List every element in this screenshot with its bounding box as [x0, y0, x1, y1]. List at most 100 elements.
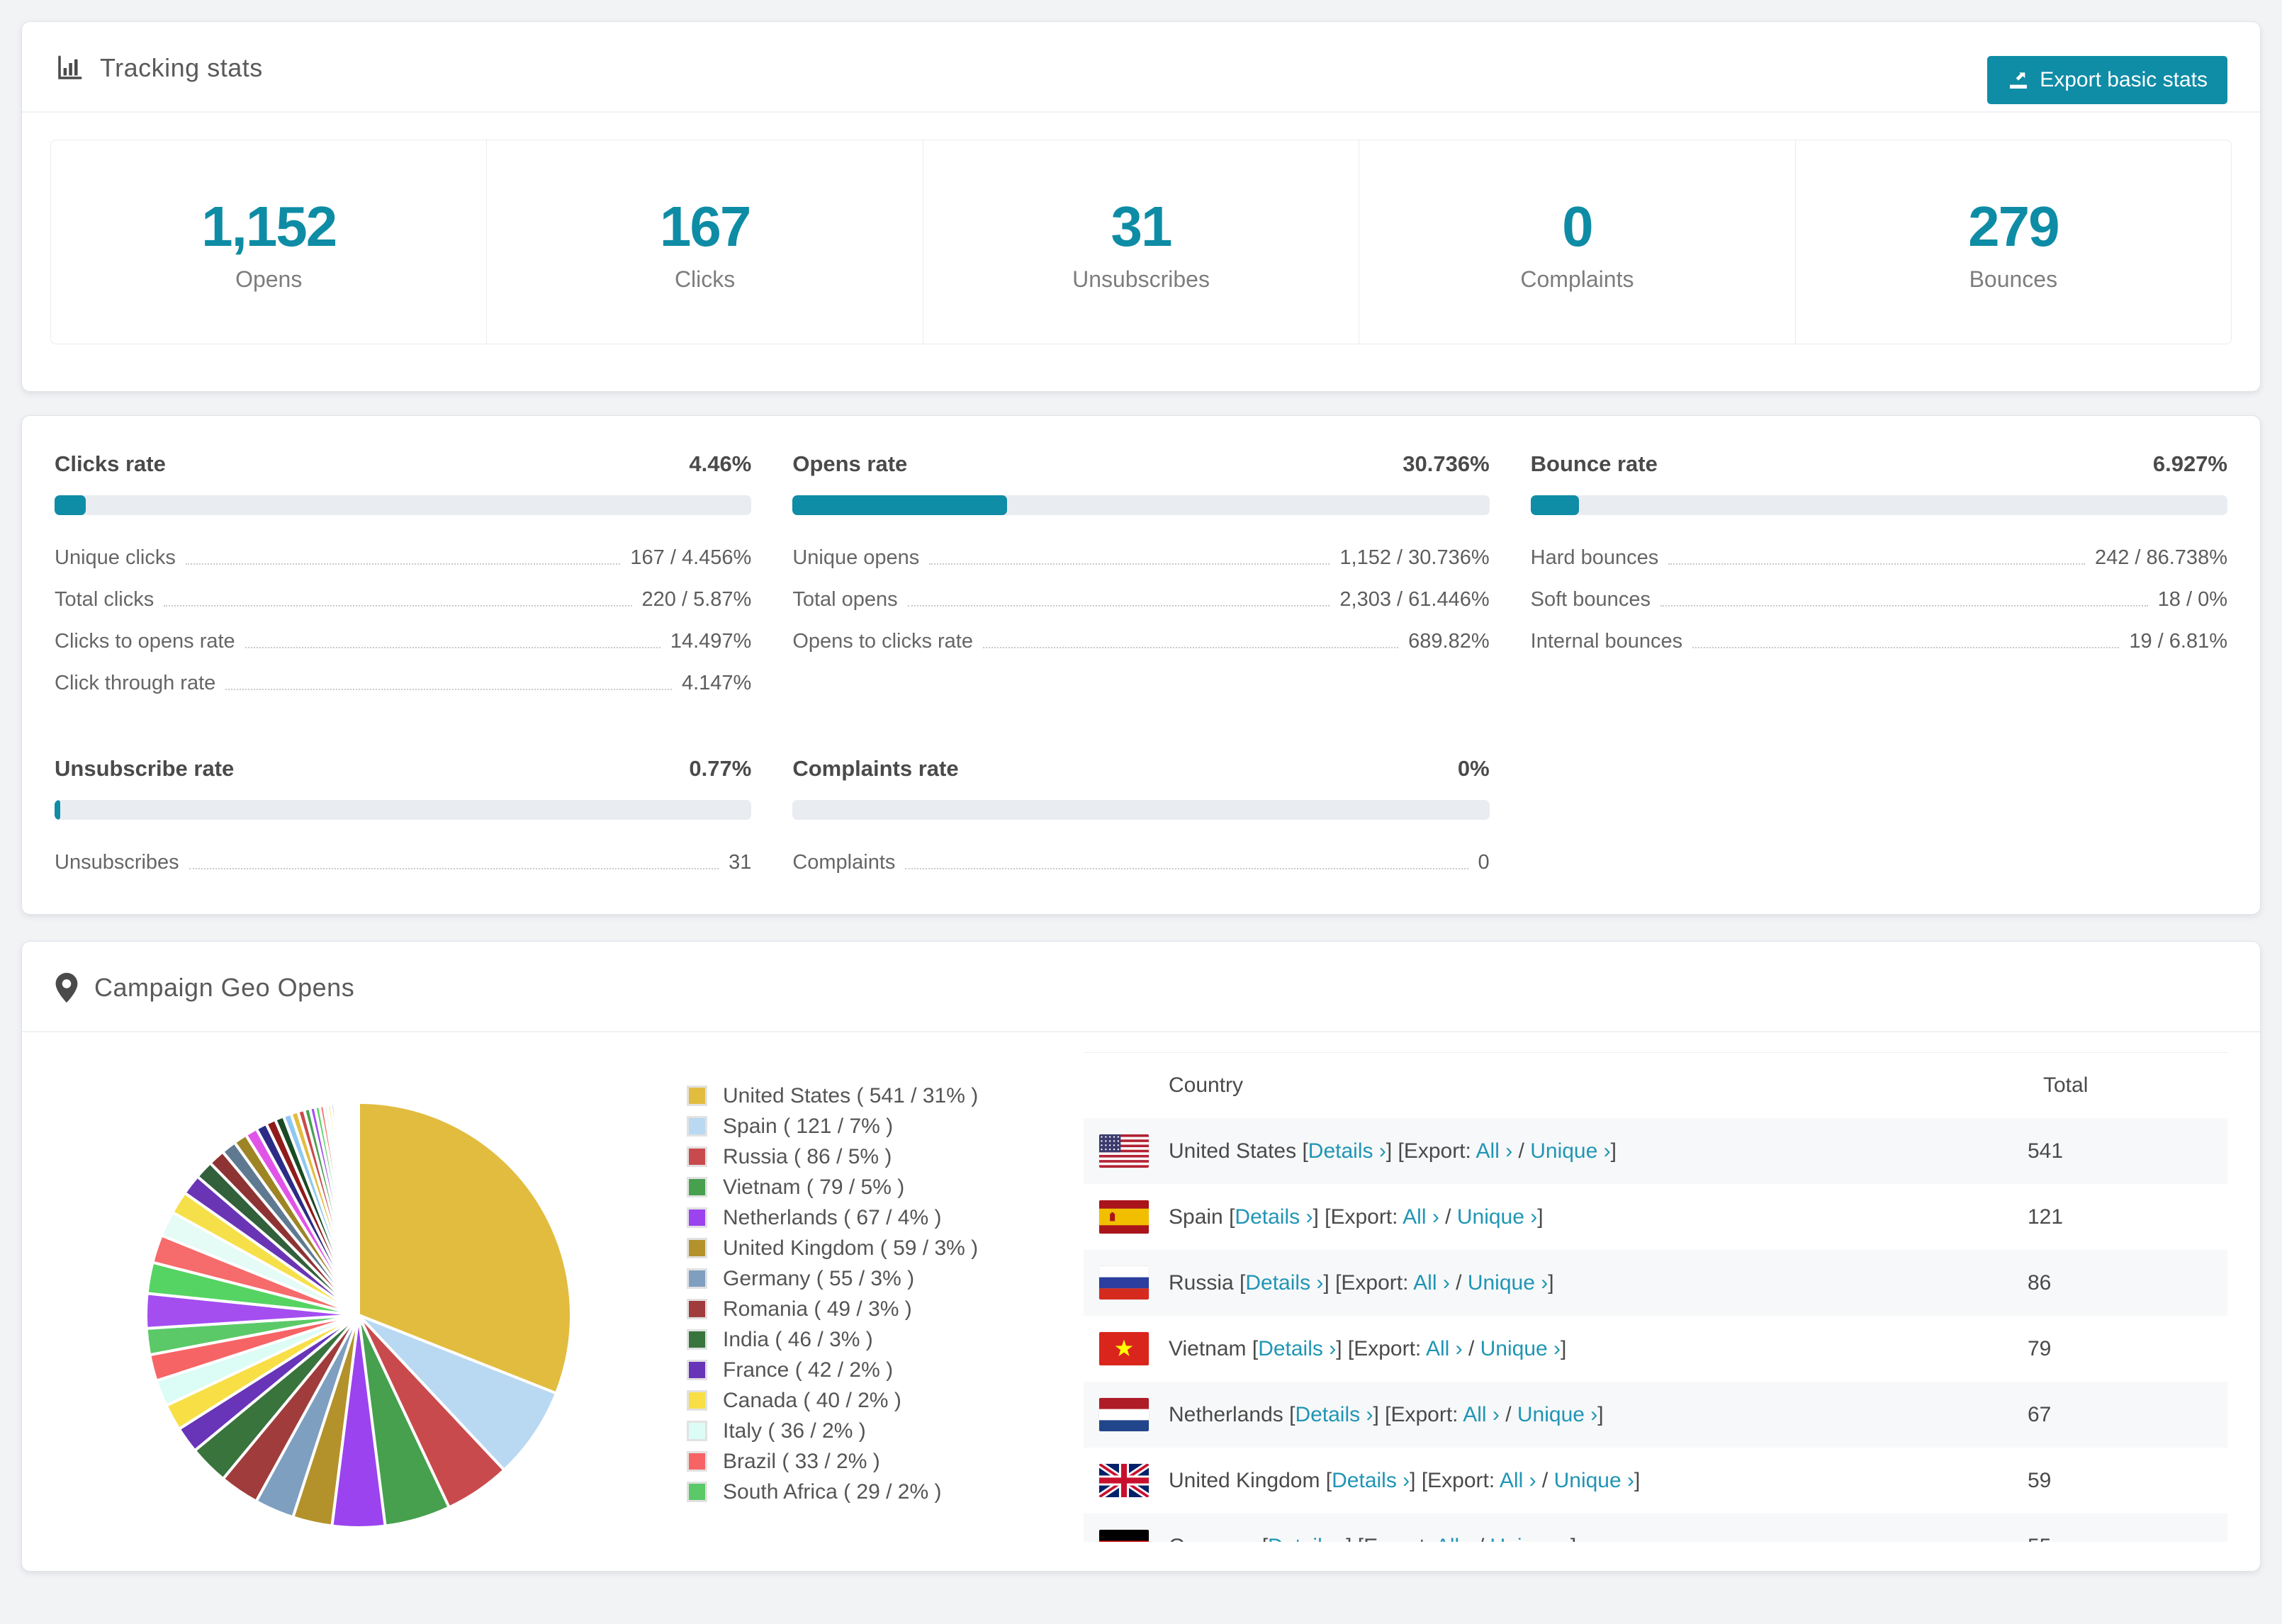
stat-label: Opens — [235, 266, 303, 292]
legend-swatch — [687, 1238, 707, 1258]
legend-swatch — [687, 1207, 707, 1228]
summary-stat-complaints: 0 Complaints — [1359, 140, 1796, 344]
export-all-link[interactable]: All › — [1476, 1139, 1513, 1163]
legend-item: France ( 42 / 2% ) — [687, 1355, 1084, 1385]
geo-table-body: United States [Details ›] [Export: All ›… — [1084, 1118, 2227, 1542]
export-basic-stats-button[interactable]: Export basic stats — [1987, 56, 2227, 104]
geo-body: United States ( 541 / 31% ) Spain ( 121 /… — [22, 1032, 2260, 1571]
geo-title: Campaign Geo Opens — [94, 973, 355, 1002]
rate-title: Complaints rate — [792, 756, 959, 781]
rate-stat-row: Soft bounces 18 / 0% — [1531, 588, 2227, 611]
country-name: Spain — [1169, 1205, 1223, 1229]
rate-stat-label: Unsubscribes — [55, 851, 179, 874]
legend-item: United States ( 541 / 31% ) — [687, 1081, 1084, 1111]
export-unique-link[interactable]: Unique › — [1456, 1205, 1538, 1229]
stat-label: Bounces — [1969, 266, 2058, 292]
country-total: 121 — [2028, 1205, 2064, 1229]
country-total: 67 — [2028, 1402, 2052, 1426]
rate-stat-row: Total clicks 220 / 5.87% — [55, 588, 751, 611]
stat-value: 31 — [1111, 195, 1173, 258]
rate-stat-label: Internal bounces — [1530, 630, 1683, 653]
legend-label: South Africa ( 29 / 2% ) — [723, 1479, 942, 1504]
rate-stat-label: Click through rate — [55, 672, 216, 694]
legend-swatch — [687, 1360, 707, 1380]
rate-stat-label: Total opens — [792, 588, 898, 611]
export-button-label: Export basic stats — [2040, 68, 2208, 91]
legend-swatch — [687, 1268, 707, 1289]
country-total: 55 — [2028, 1535, 2227, 1543]
legend-swatch — [687, 1086, 707, 1106]
stat-label: Unsubscribes — [1072, 266, 1210, 292]
details-link[interactable]: Details › — [1268, 1535, 1346, 1543]
export-all-link[interactable]: All › — [1436, 1535, 1473, 1543]
country-total: 59 — [2028, 1468, 2052, 1492]
dotted-leader — [225, 689, 672, 690]
rate-stat-value: 167 / 4.456% — [630, 546, 752, 569]
us-flag-icon — [1099, 1134, 1149, 1168]
details-link[interactable]: Details › — [1245, 1270, 1324, 1295]
export-all-link[interactable]: All › — [1403, 1205, 1439, 1229]
country-name: United Kingdom — [1169, 1468, 1320, 1492]
campaign-geo-opens-card: Campaign Geo Opens United States ( 541 /… — [21, 941, 2261, 1572]
rate-stat-value: 31 — [729, 851, 752, 874]
details-link[interactable]: Details › — [1235, 1205, 1313, 1229]
legend-item: Italy ( 36 / 2% ) — [687, 1416, 1084, 1446]
rates-card: Clicks rate 4.46% Unique clicks 167 / 4.456… — [21, 415, 2261, 915]
export-unique-link[interactable]: Unique › — [1517, 1402, 1598, 1426]
rate-progress-bar — [55, 495, 752, 515]
legend-label: United Kingdom ( 59 / 3% ) — [723, 1236, 979, 1260]
rate-stat-value: 18 / 0% — [2157, 588, 2227, 611]
rate-stat-value: 242 / 86.738% — [2094, 546, 2227, 569]
rate-block-unsubscribe-rate: Unsubscribe rate 0.77% Unsubscribes 31 — [55, 756, 752, 874]
summary-stats: 1,152 Opens 167 Clicks 31 Unsubscribes 0 Compla… — [50, 140, 2232, 344]
country-name: Germany — [1169, 1535, 1256, 1543]
rate-stat-value: 2,303 / 61.446% — [1339, 588, 1490, 611]
export-all-link[interactable]: All › — [1499, 1468, 1536, 1492]
legend-label: Germany ( 55 / 3% ) — [723, 1266, 915, 1290]
details-link[interactable]: Details › — [1258, 1336, 1337, 1360]
rate-progress-bar — [55, 800, 752, 820]
es-flag-icon — [1099, 1200, 1149, 1234]
rate-value: 30.736% — [1403, 451, 1490, 476]
export-unique-link[interactable]: Unique › — [1480, 1336, 1561, 1360]
legend-item: Romania ( 49 / 3% ) — [687, 1294, 1084, 1324]
rate-stat-row: Unique clicks 167 / 4.456% — [55, 546, 751, 570]
legend-swatch — [687, 1482, 707, 1502]
export-all-link[interactable]: All › — [1463, 1402, 1500, 1426]
rate-title: Unsubscribe rate — [55, 756, 235, 781]
details-link[interactable]: Details › — [1332, 1468, 1410, 1492]
summary-stat-opens: 1,152 Opens — [51, 140, 488, 344]
dotted-leader — [189, 868, 719, 869]
rate-progress-bar — [792, 800, 1490, 820]
rate-stat-value: 1,152 / 30.736% — [1339, 546, 1490, 569]
export-all-link[interactable]: All › — [1425, 1336, 1463, 1360]
tracking-stats-header: Tracking stats Export basic stats — [22, 22, 2260, 113]
legend-item: South Africa ( 29 / 2% ) — [687, 1477, 1084, 1507]
rate-stat-row: Clicks to opens rate 14.497% — [55, 630, 751, 653]
dotted-leader — [905, 868, 1468, 869]
export-all-link[interactable]: All › — [1413, 1270, 1450, 1295]
details-link[interactable]: Details › — [1295, 1402, 1373, 1426]
summary-stat-unsubscribes: 31 Unsubscribes — [923, 140, 1360, 344]
rate-stat-label: Total clicks — [55, 588, 154, 611]
bar-chart-icon — [55, 53, 84, 83]
export-unique-link[interactable]: Unique › — [1490, 1535, 1570, 1543]
details-link[interactable]: Details › — [1308, 1139, 1386, 1163]
rate-stat-label: Soft bounces — [1530, 588, 1651, 611]
dotted-leader — [164, 605, 632, 607]
rate-value: 0% — [1457, 756, 1490, 781]
geo-table-row-es: Spain [Details ›] [Export: All › / Uniqu… — [1084, 1184, 2227, 1250]
export-unique-link[interactable]: Unique › — [1467, 1270, 1548, 1295]
geo-table-row-ru: Russia [Details ›] [Export: All › / Uniq… — [1084, 1250, 2227, 1316]
rate-stat-label: Hard bounces — [1530, 546, 1659, 569]
geo-table-scroll-area[interactable]: Country Total United States [Details ›] … — [1084, 1052, 2227, 1542]
stat-value: 0 — [1562, 195, 1594, 258]
legend-item: India ( 46 / 3% ) — [687, 1324, 1084, 1355]
dashboard-page: Tracking stats Export basic stats 1,152 O… — [21, 21, 2261, 1572]
geo-header: Campaign Geo Opens — [22, 942, 2260, 1032]
export-unique-link[interactable]: Unique › — [1530, 1139, 1611, 1163]
legend-label: France ( 42 / 2% ) — [723, 1358, 894, 1382]
legend-label: Canada ( 40 / 2% ) — [723, 1388, 901, 1412]
export-unique-link[interactable]: Unique › — [1553, 1468, 1634, 1492]
rate-stat-row: Opens to clicks rate 689.82% — [792, 630, 1489, 653]
